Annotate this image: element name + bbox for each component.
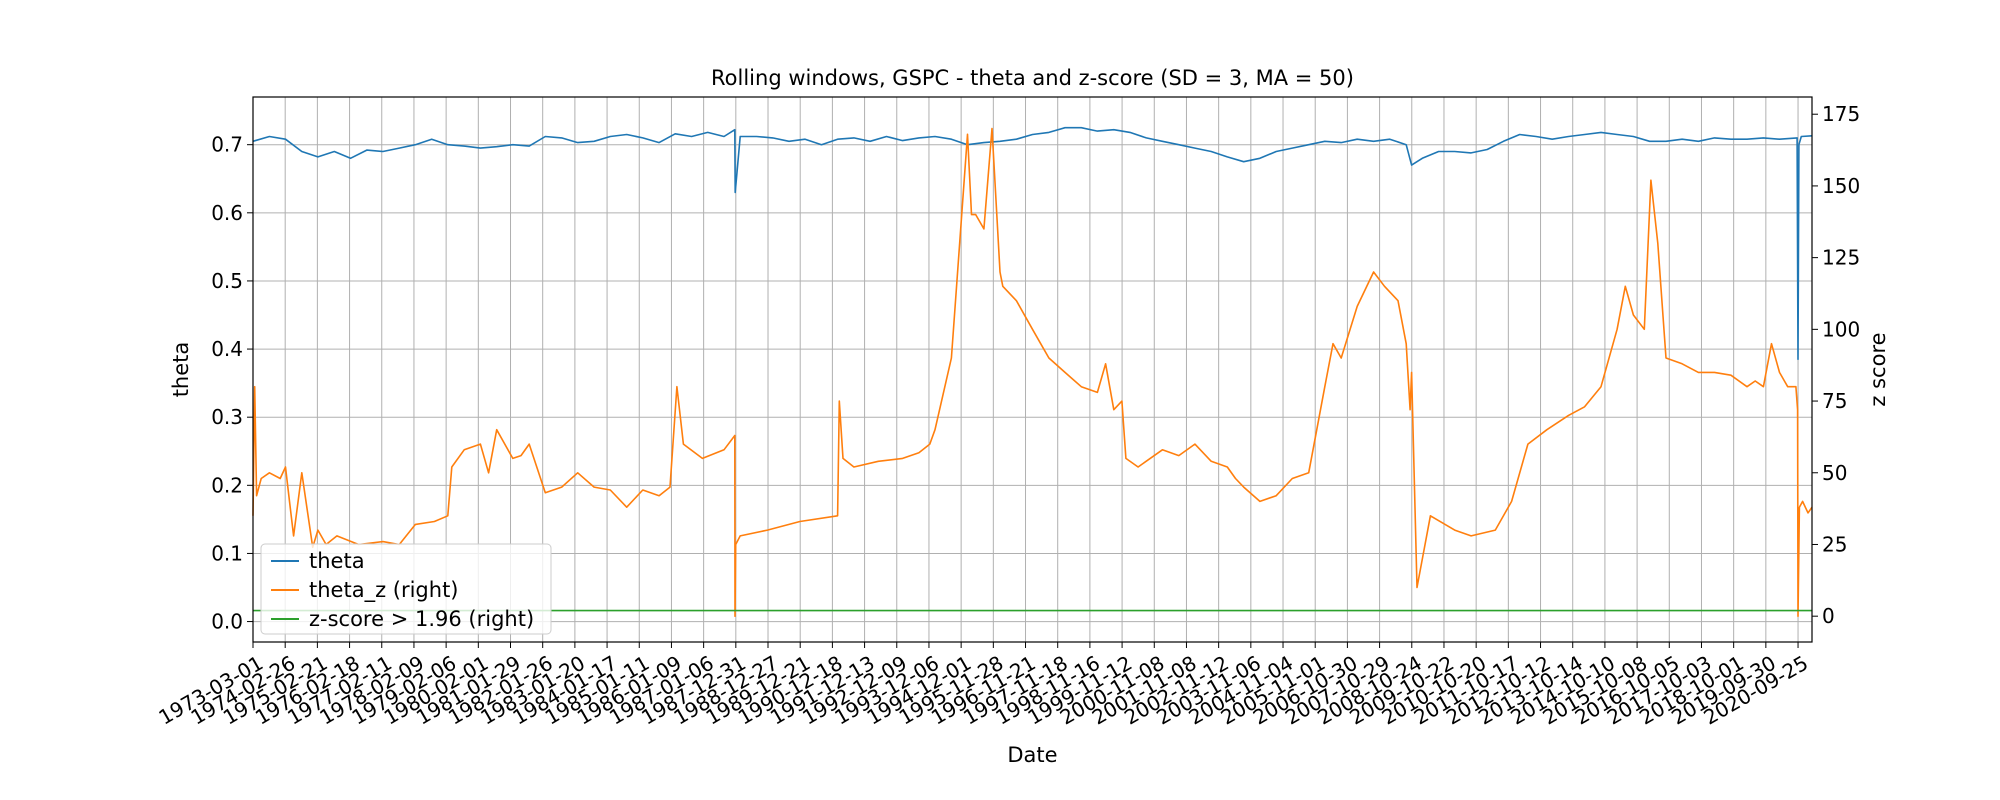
y-tick-label-left: 0.7 (211, 133, 243, 157)
y-tick-label-left: 0.6 (211, 201, 243, 225)
y-tick-label-left: 0.2 (211, 473, 243, 497)
grid-layer (252, 97, 1812, 642)
x-axis-title: Date (1007, 743, 1057, 767)
y-tick-label-right: 0 (1822, 604, 1835, 628)
y-tick-label-left: 0.0 (211, 610, 243, 634)
y-tick-label-right: 175 (1822, 102, 1860, 126)
legend-label-theta: theta (309, 549, 365, 573)
y-tick-label-left: 0.1 (211, 541, 243, 565)
y-tick-label-left: 0.4 (211, 337, 243, 361)
y-tick-label-right: 100 (1822, 317, 1860, 341)
y-tick-label-right: 75 (1822, 389, 1847, 413)
ticks-layer: 1973-03-011974-02-261975-02-211976-02-18… (154, 102, 1860, 729)
y-tick-label-left: 0.3 (211, 405, 243, 429)
plot-frame (252, 96, 1813, 643)
series-line-theta-z-right (252, 127, 1813, 618)
y-tick-label-right: 50 (1822, 461, 1847, 485)
y-axis-title-left: theta (169, 342, 193, 398)
y-axis-title-right: z score (1866, 332, 1890, 406)
y-tick-label-left: 0.5 (211, 269, 243, 293)
y-tick-label-right: 25 (1822, 532, 1847, 556)
y-tick-label-right: 150 (1822, 174, 1860, 198)
series-line-theta (252, 126, 1813, 361)
legend: theta theta_z (right) z-score > 1.96 (righ… (260, 543, 552, 635)
legend-box (260, 543, 552, 635)
legend-label-theta-z-right: theta_z (right) (309, 578, 459, 603)
legend-label-z-score-1-96-right: z-score > 1.96 (right) (309, 607, 534, 631)
y-tick-label-right: 125 (1822, 246, 1860, 270)
chart-title: Rolling windows, GSPC - theta and z-scor… (711, 66, 1354, 90)
